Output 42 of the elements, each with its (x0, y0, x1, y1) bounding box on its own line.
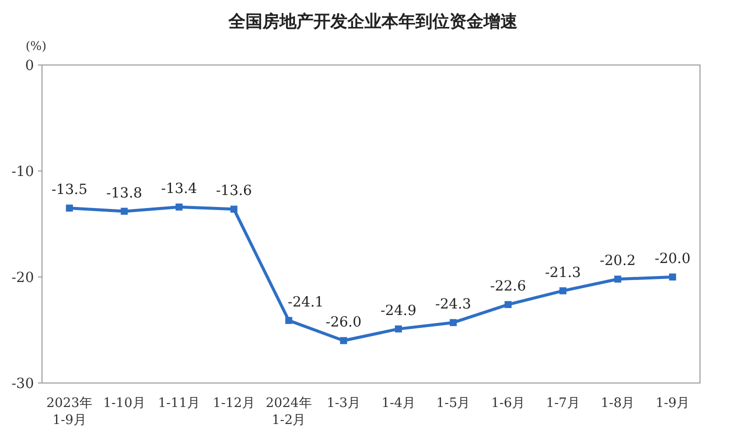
point (230, 206, 238, 213)
data-label: -22.6 (490, 278, 526, 295)
point (394, 325, 402, 332)
data-label: -24.3 (435, 296, 472, 313)
data-label: -24.9 (380, 302, 416, 319)
x-tick-label: 2024年 1-2月 (266, 396, 312, 428)
x-tick-label: 1-4月 (381, 396, 416, 411)
y-tick-label: 0 (25, 58, 34, 74)
point (285, 316, 292, 324)
point (120, 208, 128, 215)
chart-title: 全国房地产开发企业本年到位资金增速 (228, 12, 518, 32)
point (614, 276, 622, 283)
point (669, 274, 676, 280)
y-tick-label: -30 (11, 376, 34, 392)
data-label: -20.2 (600, 253, 636, 270)
data-label: -13.5 (51, 182, 88, 198)
point (504, 301, 512, 308)
point (176, 204, 183, 211)
x-tick-label: 2023年 1-9月 (46, 396, 92, 428)
data-label: -26.0 (326, 314, 362, 331)
x-tick-label: 1-10月 (103, 396, 146, 411)
data-label: -13.6 (216, 183, 252, 200)
data-label: -20.0 (654, 251, 691, 267)
point (340, 337, 348, 344)
data-label: -24.1 (288, 294, 324, 310)
point (66, 204, 73, 212)
x-tick-label: 1-6月 (491, 396, 526, 411)
x-tick-label: 1-7月 (546, 396, 580, 411)
data-label: -13.8 (106, 185, 142, 202)
y-tick-label: -20 (11, 270, 34, 286)
x-tick-label: 1-5月 (436, 396, 470, 411)
x-tick-label: 1-12月 (212, 396, 256, 411)
y-axis-title: (%) (26, 39, 46, 53)
data-label: -13.4 (161, 181, 198, 198)
x-tick-label: 1-3月 (326, 396, 361, 411)
x-tick-label: 1-9月 (656, 396, 690, 411)
point (559, 287, 566, 294)
x-tick-label: 1-8月 (600, 396, 635, 411)
point (450, 319, 457, 326)
data-label: -21.3 (544, 264, 581, 281)
y-tick-label: -10 (11, 164, 34, 180)
x-tick-label: 1-11月 (158, 396, 200, 411)
